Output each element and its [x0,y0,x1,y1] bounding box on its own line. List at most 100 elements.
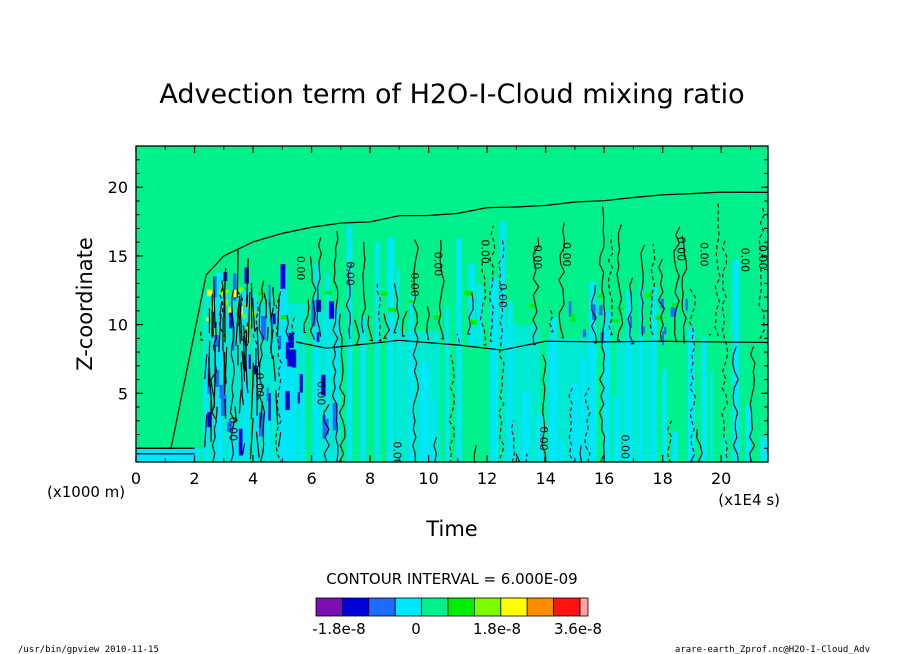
contour-label: 0.00 [537,426,550,451]
negative-core [227,421,233,432]
contour-line [510,420,515,462]
contour-label: 0.00 [496,283,509,308]
negative-core [288,332,294,348]
contour-line [272,355,277,382]
positive-core [233,289,237,298]
contour-line [382,313,390,339]
positive-core [571,317,577,322]
contour-line [376,282,382,342]
contour-line [256,326,260,367]
contour-line [241,443,246,456]
positive-core [388,307,398,313]
contour-line [214,344,217,383]
contour-label: 0.00 [560,242,573,267]
contour-line [204,354,208,380]
contour-line [303,299,310,334]
contour-line [272,286,275,307]
negative-core [248,354,251,369]
color-legend: -1.8e-8 0 1.8e-8 3.6e-8 [312,597,602,638]
contour-label: 0.00 [344,261,357,286]
contour-line [438,239,445,340]
positive-core [238,287,244,292]
contour-line [238,389,242,414]
contour-line [548,306,554,333]
contour-label: 0.00 [227,417,240,442]
negative-core [233,273,237,301]
contour-line [285,315,291,341]
contour-line [732,346,739,462]
positive-core [645,293,653,298]
contour-line [245,354,248,388]
negative-core [629,316,633,328]
legend-swatch [368,597,396,617]
negative-core [272,313,276,325]
negative-core [278,335,282,350]
contour-label: 0.00 [674,237,687,262]
contour-line [657,258,665,343]
plume [672,431,679,462]
positive-core [470,319,478,325]
contour-line [541,354,547,462]
negative-core [311,300,316,327]
negative-core [207,411,212,428]
positive-core [672,303,678,307]
contour-line [696,428,703,462]
plume [662,369,667,462]
plume [387,237,395,462]
contour-line [479,262,487,346]
contour-line [238,295,243,342]
y-axis: 5 10 15 20 [108,159,768,449]
contour-line [640,244,645,337]
contour-label: 0.00 [478,239,491,264]
legend-swatch [315,597,343,617]
contour-label: 0.00 [408,272,421,297]
shaft [501,324,540,462]
legend-swatch [421,597,449,617]
chart-title: Advection term of H2O-I-Cloud mixing rat… [159,79,744,110]
contour-line [247,291,251,344]
contour-line [748,346,756,462]
x-tick-label: 18 [652,469,672,488]
shaft [615,338,657,462]
x-tick-label: 8 [365,469,375,488]
positive-core [280,315,288,320]
contour-line [497,239,505,462]
plume [476,284,483,346]
negative-core [292,349,297,368]
x-axis: 0 2 4 6 8 10 12 14 16 18 20 [131,146,751,488]
contour-line [338,313,346,462]
contour-line [291,316,296,334]
negative-core [238,428,243,456]
contour-label: 0.00 [431,252,444,277]
positive-core [258,291,263,296]
contour-line [213,276,216,329]
plume [723,436,727,462]
contour-line [367,315,374,341]
contour-line [433,437,438,462]
positive-core [380,291,388,296]
contour-line [473,445,477,462]
negative-core [323,418,329,435]
contour-label: 0.00 [739,248,752,272]
negative-core [328,301,335,319]
y-unit-label: (x1000 m) [47,483,125,501]
contour-label: 0.00 [698,242,711,267]
legend-swatch [579,597,589,617]
positive-core [324,290,332,295]
negative-core [332,402,338,431]
negative-core [285,391,290,411]
contour-line [277,432,282,447]
plume [456,238,462,462]
contour-line [243,338,246,382]
contour-line [229,288,236,462]
plume [396,270,400,462]
negative-core [316,332,320,342]
positive-core [219,288,224,296]
contour-line [345,263,353,339]
contour-line [237,307,242,344]
x-tick-label: 14 [535,469,555,488]
contour-line [224,398,227,419]
positive-core [242,313,247,319]
contour-line [568,387,575,462]
positive-core [597,294,605,298]
